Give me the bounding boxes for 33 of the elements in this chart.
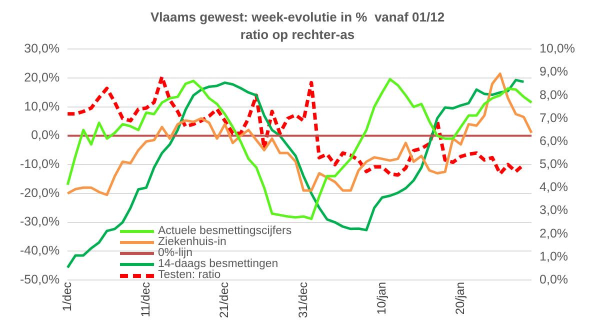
y-tick-label: 30,0% [24,42,60,56]
y2-tick-label: 10,0% [540,42,576,56]
y-tick-label: 20,0% [24,70,60,84]
legend-label: Actuele besmettingscijfers [158,225,292,237]
y-tick-label: -40,0% [20,244,60,258]
y2-tick-label: 2,0% [540,226,568,240]
y2-tick-label: 8,0% [540,88,568,102]
y2-tick-label: 6,0% [540,134,568,148]
legend-label: Ziekenhuis-in [158,236,226,248]
y2-tick-label: 4,0% [540,180,568,194]
legend-label: 0%-lijn [158,247,193,259]
x-tick-label: 21/dec [217,282,232,318]
legend-label: Testen: ratio [158,269,221,281]
x-tick-label: 31/dec [296,282,310,318]
chart-title: Vlaams gewest: week-evolutie in % vanaf 01/12 [150,9,445,24]
legend-label: 14-daags besmettingen [158,258,278,270]
y-tick-label: 10,0% [24,99,60,114]
y-tick-label: -20,0% [20,186,60,200]
y-tick-label: -30,0% [20,214,60,229]
y2-tick-label: 9,0% [540,64,568,79]
y-tick-label: 0,0% [31,128,60,142]
x-tick-label: 10/jan [374,282,388,315]
y2-tick-label: 3,0% [540,203,568,218]
y2-tick-label: 1,0% [540,249,568,264]
x-tick-label: 20/jan [453,282,468,315]
y2-tick-label: 7,0% [540,110,568,125]
y2-tick-label: 5,0% [540,157,568,172]
y-tick-label: -50,0% [20,272,60,286]
x-tick-label: 1/dec [60,282,74,312]
y-tick-label: -10,0% [20,157,60,172]
chart-subtitle: ratio op rechter-as [240,26,355,42]
y2-tick-label: 0,0% [540,272,568,286]
x-tick-label: 11/dec [138,282,153,318]
